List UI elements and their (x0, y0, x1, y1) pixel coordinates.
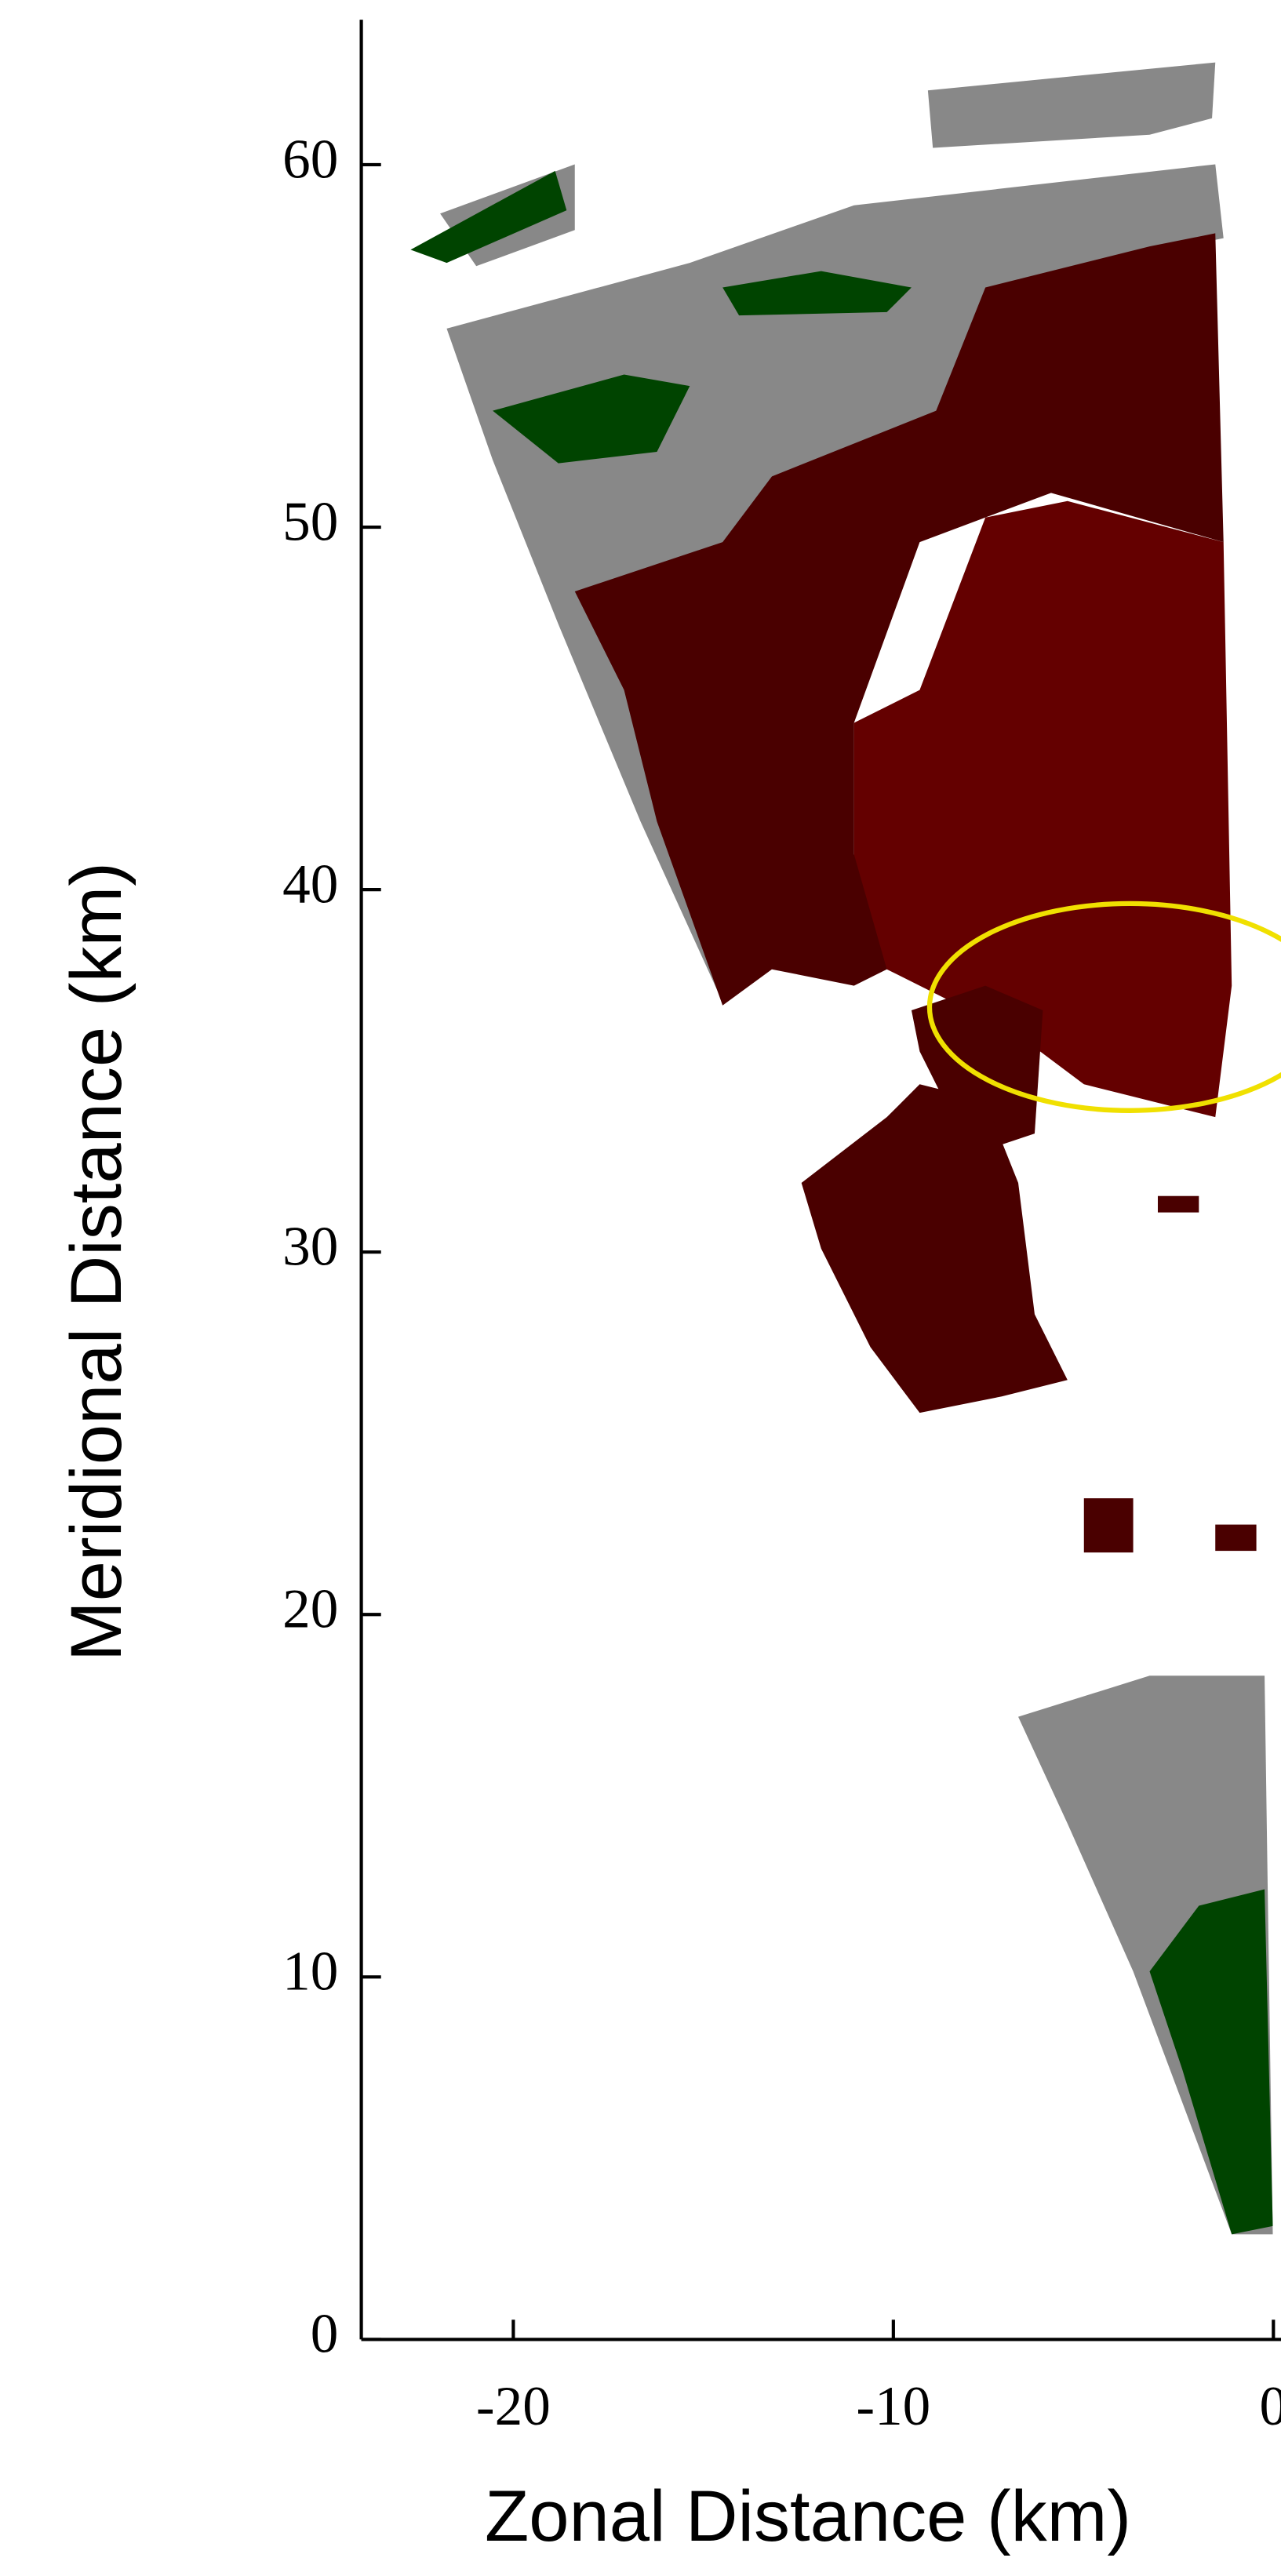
echo-darkred (1157, 1195, 1199, 1213)
y-tick-label: 10 (282, 1941, 338, 2003)
y-tick-label: 50 (282, 491, 338, 552)
echo-green (493, 374, 690, 464)
echo-darkred (801, 1084, 1068, 1414)
x-tick-label: 0 (1260, 2376, 1281, 2437)
y-tick-label: 0 (311, 2304, 339, 2365)
echo-gray (446, 164, 1224, 1002)
radar-echoes (410, 62, 1281, 2235)
x-axis-label: Zonal Distance (km) (485, 2476, 1131, 2556)
echo-green (410, 170, 567, 264)
echo-green (1149, 1889, 1273, 2235)
highlight-ellipse (926, 901, 1281, 1113)
y-tick-label: 60 (282, 129, 338, 190)
x-tick-label: -20 (476, 2376, 551, 2437)
echo-darkred (911, 985, 1043, 1151)
y-tick-label: 20 (282, 1579, 338, 1640)
echo-darkred (1083, 1498, 1134, 1553)
x-tick-label: -10 (856, 2376, 930, 2437)
y-tick-label: 30 (282, 1217, 338, 1278)
y-axis-label: Meridional Distance (km) (56, 862, 136, 1661)
echo-green (722, 271, 912, 316)
echo-gray (927, 62, 1216, 148)
y-tick-label: 40 (282, 853, 338, 915)
echo-darkred (574, 233, 1224, 1006)
echo-red (853, 500, 1232, 1118)
echo-darkred (1215, 1524, 1257, 1552)
